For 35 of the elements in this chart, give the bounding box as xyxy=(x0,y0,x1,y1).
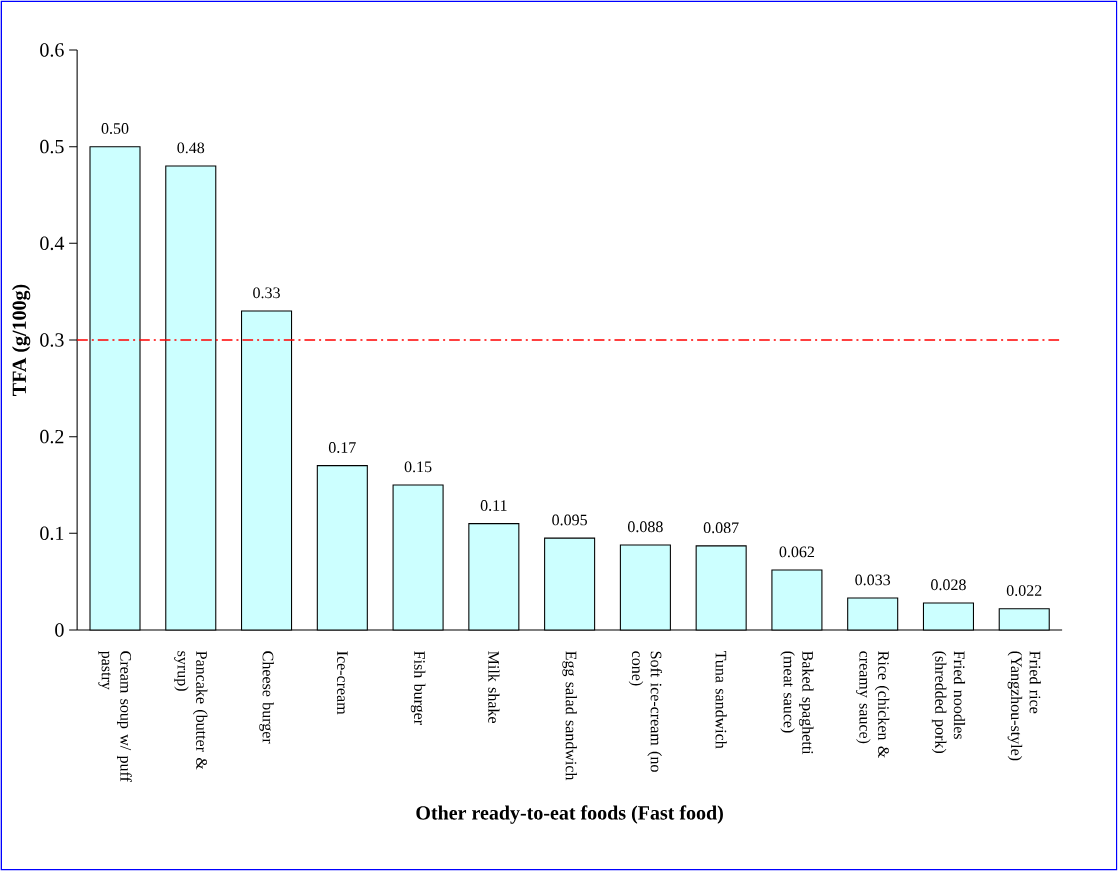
y-tick-label: 0.4 xyxy=(40,236,65,251)
data-label: 0.087 xyxy=(703,522,739,534)
data-label: 0.11 xyxy=(480,500,507,511)
x-tick-label: Egg salad sandwich xyxy=(562,651,577,781)
x-tick-label: Cream soup w/ puff pastry xyxy=(98,650,132,782)
data-label: 0.095 xyxy=(552,514,587,526)
x-tick-label: Cheese burger xyxy=(259,651,274,744)
data-label: 0.48 xyxy=(177,142,205,154)
data-label: 0.50 xyxy=(101,123,129,134)
x-tick-label: Rice (chicken & creamy sauce) xyxy=(856,651,890,758)
data-label: 0.33 xyxy=(253,287,280,299)
x-tick-label: Soft ice-cream (no cone) xyxy=(628,651,663,772)
x-tick-label: Fried noodles (shredded pork) xyxy=(931,651,966,754)
x-tick-label: Tuna sandwich xyxy=(715,650,727,749)
data-label: 0.028 xyxy=(931,579,966,591)
y-tick-label: 0.1 xyxy=(40,526,64,541)
data-label: 0.022 xyxy=(1006,585,1042,597)
y-tick-label: 0.5 xyxy=(40,139,64,154)
data-label: 0.17 xyxy=(328,442,356,453)
x-tick-label: Fried rice (Yangzhou-style) xyxy=(1007,651,1041,761)
x-tick-label: Baked spaghetti (meat sauce) xyxy=(780,651,814,755)
y-tick-label: 0.2 xyxy=(40,429,64,444)
data-label: 0.088 xyxy=(627,521,663,533)
x-tick-label: Ice-cream xyxy=(337,651,348,715)
x-tick-label: Fish burger xyxy=(410,651,426,725)
y-tick-label: 0 xyxy=(55,623,64,637)
x-tick-label: Pancake (butter & syrup) xyxy=(174,651,208,770)
data-label: 0.15 xyxy=(404,461,432,473)
data-label: 0.062 xyxy=(779,546,815,558)
x-tick-label: Milk shake xyxy=(488,651,500,724)
x-axis-title: Other ready-to-eat foods (Fast food) xyxy=(416,805,723,824)
data-label: 0.033 xyxy=(855,574,891,586)
y-axis-title: TFA (g/100g) xyxy=(11,284,31,396)
y-tick-label: 0.3 xyxy=(40,333,64,347)
y-tick-label: 0.6 xyxy=(40,43,64,57)
